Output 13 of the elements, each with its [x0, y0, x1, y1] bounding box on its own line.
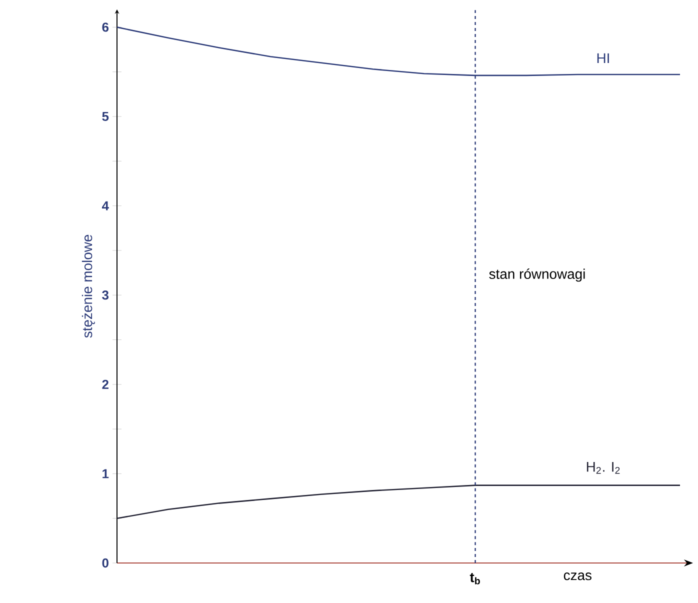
y-tick-label: 6: [102, 22, 109, 32]
series-label: H$_{2}$. I$_{2}$: [586, 462, 620, 474]
y-tick-label: 3: [102, 290, 109, 300]
annotation: stan równowagi: [489, 268, 585, 282]
x-axis-title: czas: [564, 572, 592, 580]
y-tick-label: 4: [102, 201, 109, 210]
y-tick-label: 2: [102, 380, 108, 389]
y-tick-label: 5: [102, 112, 109, 122]
y-tick-label: 1: [102, 469, 109, 478]
series-label: HI: [597, 53, 609, 64]
y-axis-title: stężenie molowe: [82, 234, 95, 338]
y-tick-label: 0: [102, 558, 108, 568]
x-tick-label: t$_{b}$: [470, 573, 480, 584]
